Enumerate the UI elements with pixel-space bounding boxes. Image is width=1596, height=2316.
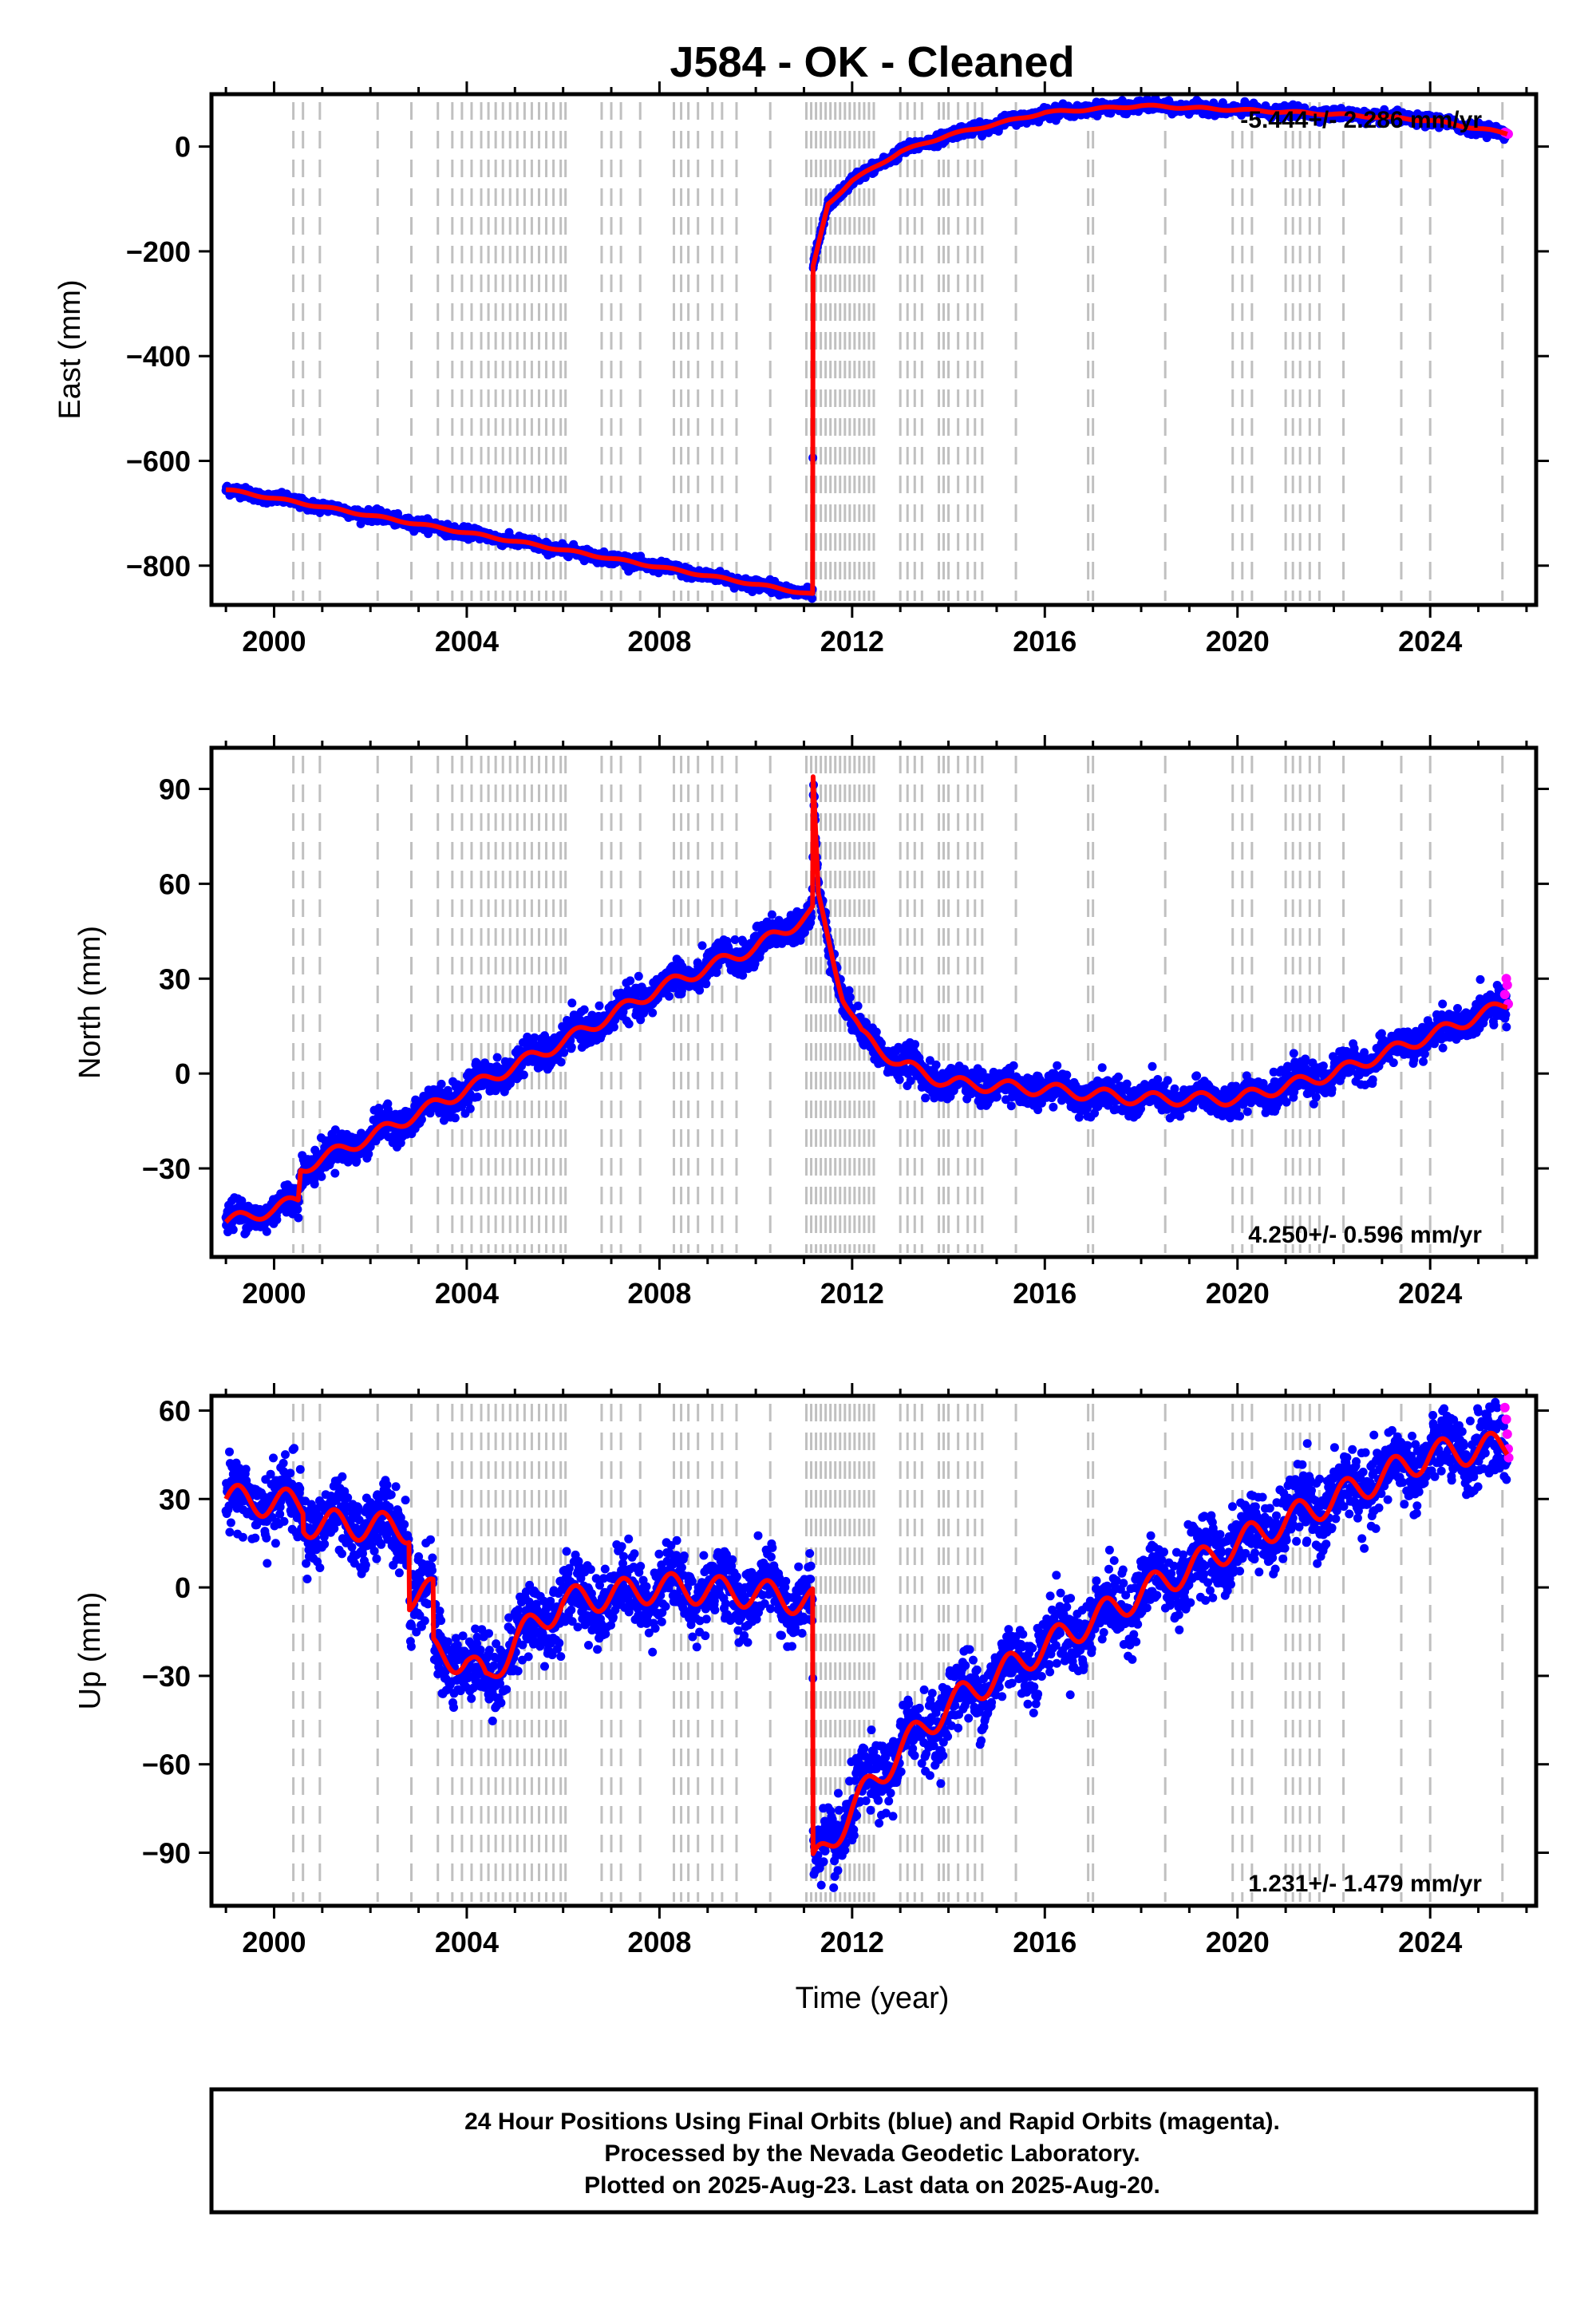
final-point [648,1008,658,1018]
final-point [262,1227,271,1236]
final-point [697,941,707,951]
final-point [519,1070,528,1080]
final-point [624,1019,634,1029]
east-panel: 2000 2004 2008 2012 2016 2020 2024 0 −200 −400 −60… [53,81,1549,658]
final-point [665,991,674,1001]
x-tick-label: 2024 [1398,625,1462,658]
final-point [559,1048,569,1057]
final-point [437,1079,446,1089]
final-point [808,594,817,603]
final-point [595,1001,604,1010]
east-y-axis-label: East (mm) [53,279,87,419]
x-tick-label: 2020 [1206,625,1270,658]
final-point [293,1204,302,1214]
y-tick-label: −800 [126,550,191,583]
final-point [465,1104,475,1113]
final-point [701,979,711,989]
final-point [579,1005,589,1014]
final-point [492,1053,502,1062]
north-final-points [221,781,1511,1239]
east-rate-label: -5.444+/- 2.286 mm/yr [1240,107,1482,133]
final-point [272,1215,282,1224]
event-lines [292,756,1504,1253]
final-point [626,976,635,986]
final-point [228,1225,238,1235]
x-tick-label: 2012 [820,625,884,658]
final-point [294,1213,303,1223]
final-point [330,1168,340,1178]
y-tick-label: −600 [126,445,191,477]
final-point [567,1042,576,1052]
y-tick-label: −400 [126,340,191,373]
x-tick-label: 2004 [435,625,499,658]
x-tick-label: 2000 [242,625,306,658]
y-tick-label: −200 [126,235,191,268]
figure-title: J584 - OK - Cleaned [670,38,1074,86]
final-point [472,1093,482,1101]
final-point [556,1057,566,1067]
north-panel: 2000 2004 2008 2012 2016 2020 20249060300−30No… [73,735,1549,1310]
y-tick-label: 0 [175,131,191,164]
final-point [609,1022,618,1032]
event-lines [292,102,1504,601]
final-point [450,1113,460,1123]
final-point [310,1180,319,1189]
final-point [767,910,776,919]
x-tick-label: 2016 [1013,625,1077,658]
x-tick-label: 2008 [627,625,691,658]
final-point [634,971,643,981]
final-point [567,998,577,1008]
final-point [317,1172,326,1181]
